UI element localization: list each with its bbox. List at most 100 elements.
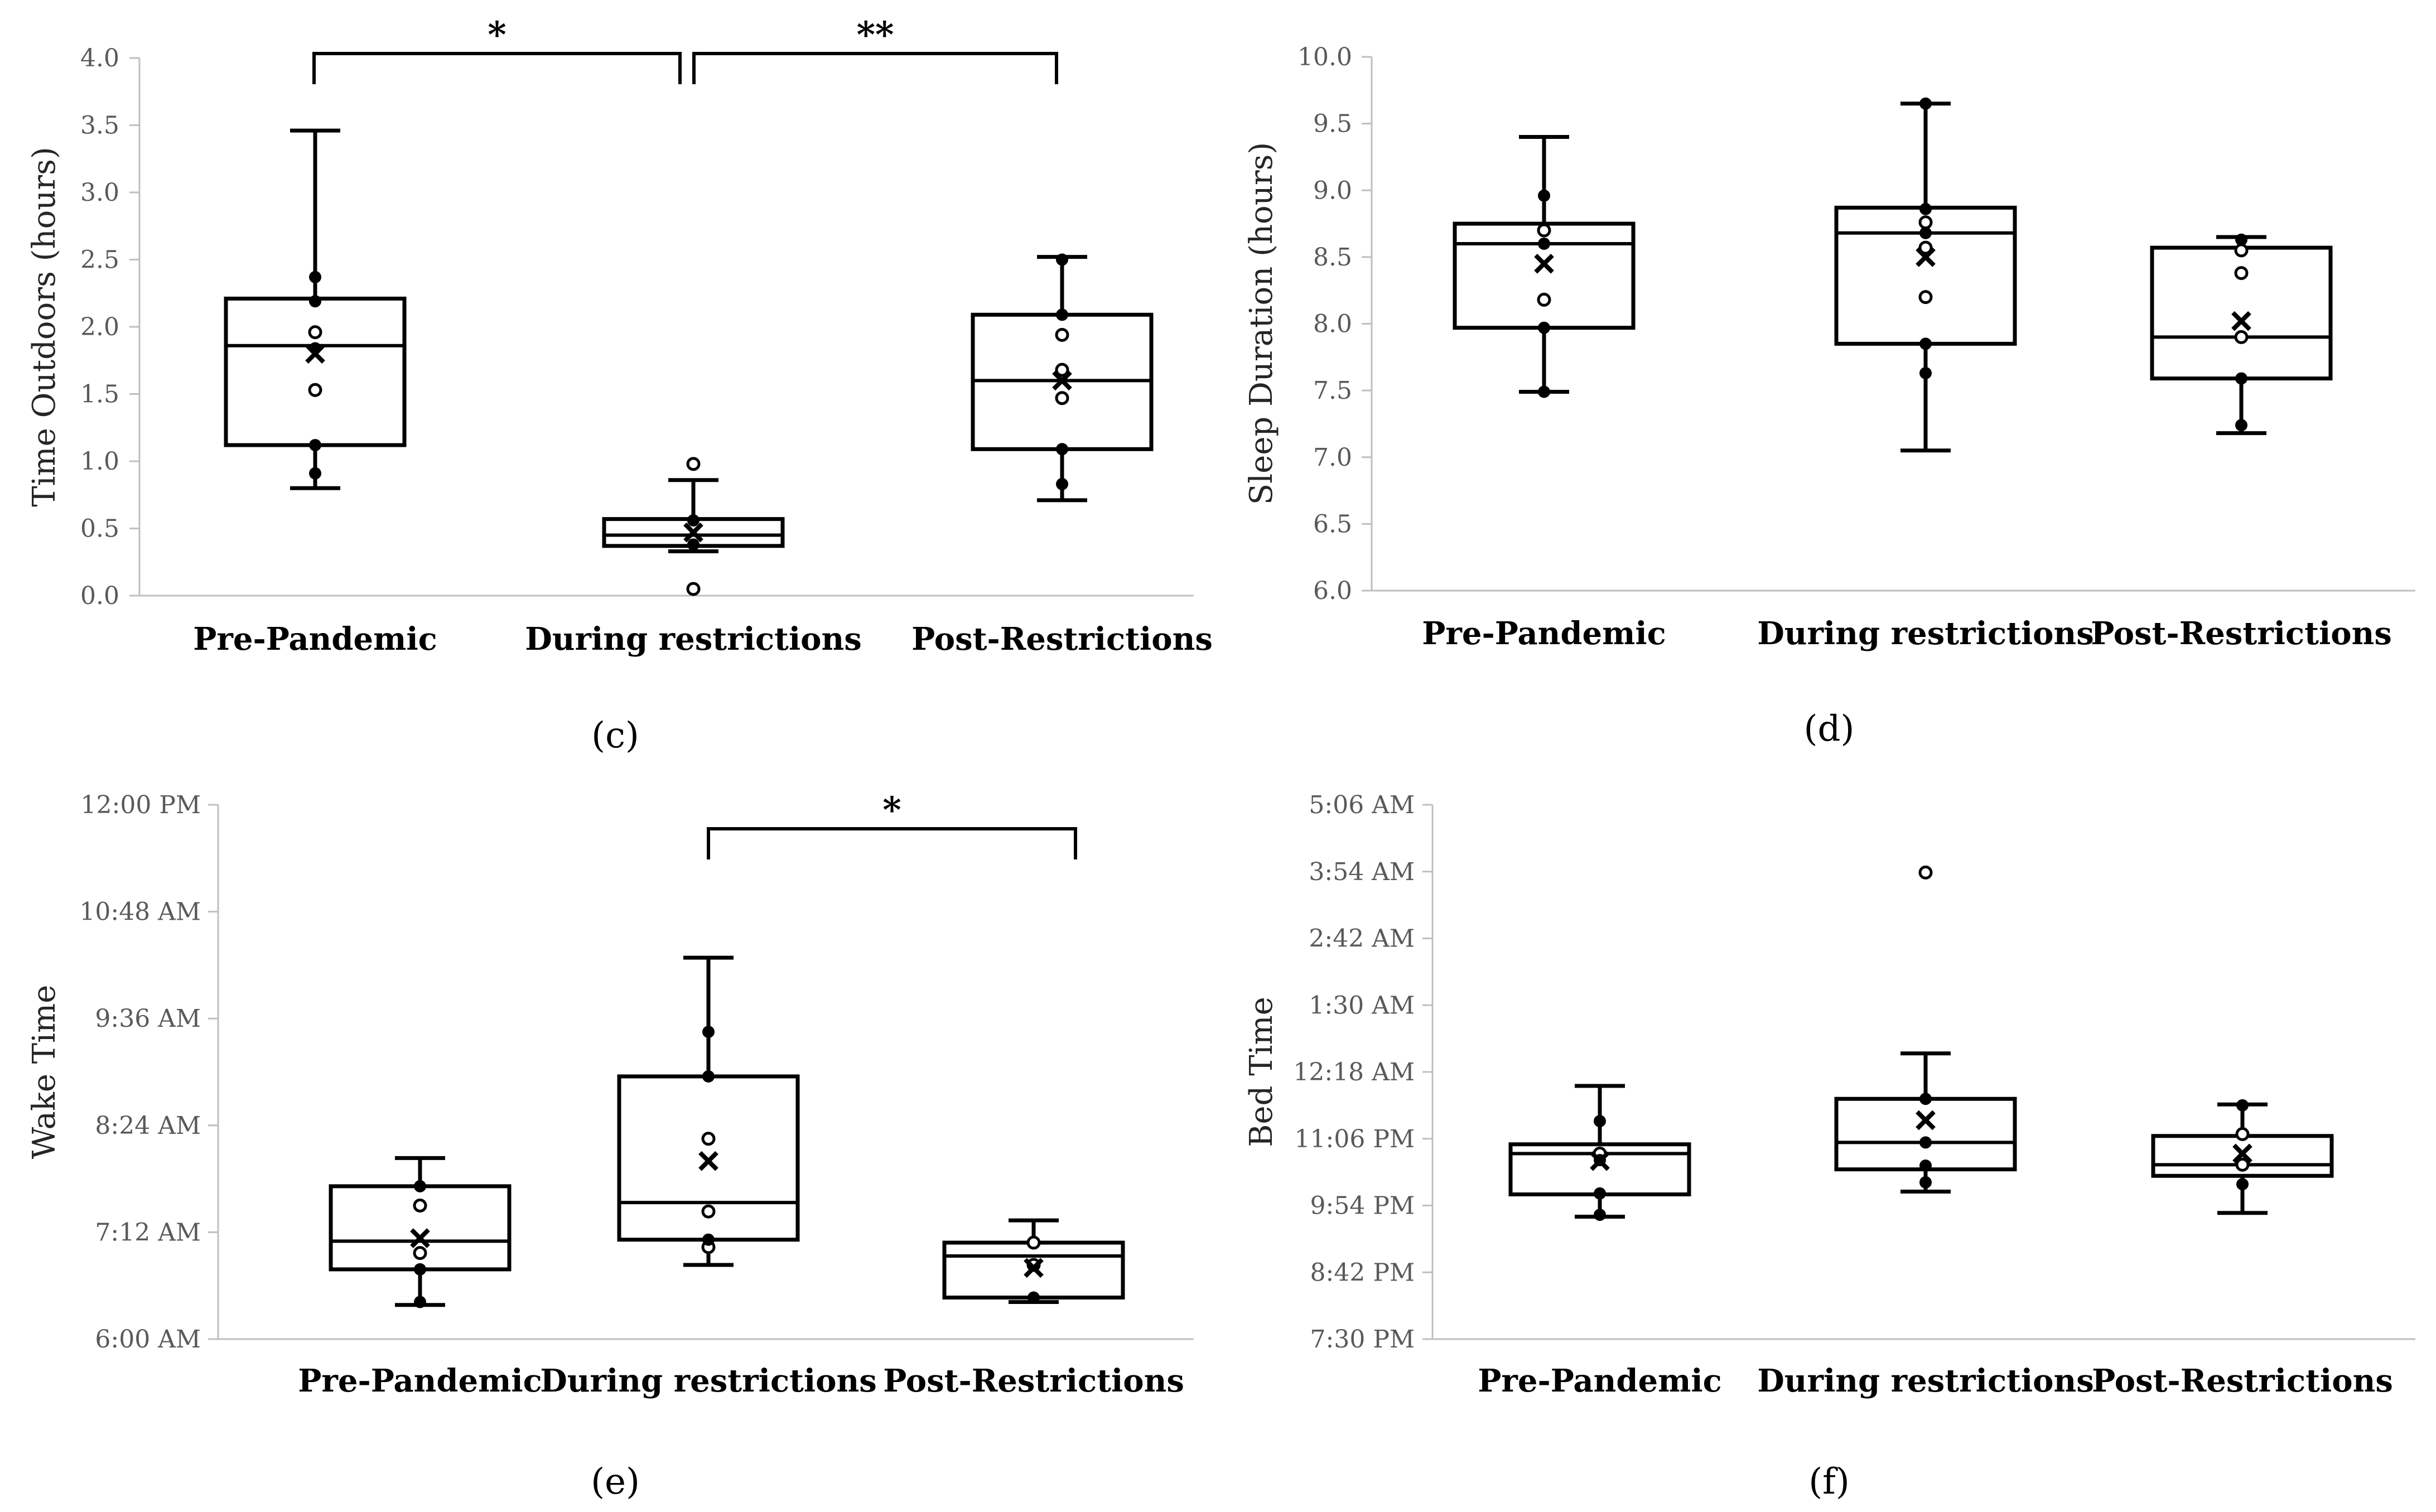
y-tick-label: 2.0	[80, 313, 119, 341]
y-tick-label: 3.5	[80, 112, 119, 140]
data-point	[1594, 1115, 1606, 1128]
mean-marker	[683, 522, 703, 543]
mean-marker	[1916, 247, 1936, 267]
data-point	[1919, 337, 1932, 350]
data-point	[1919, 1176, 1932, 1189]
data-point	[414, 1263, 426, 1276]
box-during-restrictions	[1834, 97, 2017, 453]
y-tick-label: 9.5	[1313, 110, 1352, 138]
data-point	[2236, 1099, 2249, 1112]
data-point	[1919, 1093, 1932, 1105]
y-tick-label: 2.5	[80, 246, 119, 274]
data-point-open	[2235, 1127, 2250, 1141]
data-point-open	[413, 1246, 427, 1260]
data-point-open	[1537, 292, 1551, 307]
data-point-open	[701, 1204, 716, 1219]
mean-marker	[1534, 254, 1554, 274]
data-point	[1056, 443, 1068, 456]
box-pre-pandemic	[329, 1156, 512, 1308]
box-during-restrictions	[1834, 865, 2017, 1194]
y-tick-label: 10.0	[1297, 43, 1352, 71]
data-point-open	[1918, 215, 1933, 230]
y-tick-label: 8:42 PM	[1310, 1258, 1415, 1287]
panel-d: (d) 6.0 6.5 7.0 7.5 8.0 8.5 9.0 9.5 10.0 Sleep Du…	[1243, 43, 2415, 750]
y-tick-label: 9:54 PM	[1310, 1192, 1415, 1220]
box-during-restrictions	[602, 457, 785, 596]
significance-bracket	[707, 827, 1077, 859]
y-tick-label: 7:12 AM	[95, 1218, 201, 1247]
data-point	[1919, 97, 1932, 110]
data-point	[309, 270, 321, 283]
y-tick-label: 1.0	[80, 447, 119, 476]
y-tick-label: 7.0	[1313, 443, 1352, 472]
y-tick-label: 6.0	[1313, 577, 1352, 605]
category-label: During restrictions	[540, 1363, 877, 1399]
data-point	[1919, 202, 1932, 215]
data-point	[1056, 308, 1068, 321]
data-point	[702, 1070, 715, 1083]
y-tick-label: 2:42 AM	[1309, 925, 1415, 953]
y-tick-label: 9.0	[1313, 176, 1352, 205]
data-point	[414, 1180, 426, 1192]
data-point-open	[701, 1132, 716, 1146]
mean-marker	[2231, 311, 2251, 331]
data-point-open	[1026, 1235, 1041, 1250]
box-post-restrictions	[942, 1218, 1125, 1304]
data-point	[1056, 253, 1068, 266]
category-label: Pre-Pandemic	[1422, 615, 1666, 652]
data-point-open	[2234, 266, 2249, 281]
mean-marker	[1052, 370, 1072, 391]
data-point-open	[1918, 865, 1933, 880]
y-tick-label: 3:54 AM	[1309, 858, 1415, 886]
data-point-open	[308, 383, 322, 397]
category-label: Pre-Pandemic	[1478, 1363, 1722, 1399]
data-point	[687, 514, 700, 527]
y-tick-label: 6:00 AM	[95, 1325, 201, 1354]
y-tick-label: 0.0	[80, 582, 119, 610]
y-tick-label: 0.5	[80, 515, 119, 543]
y-tick-label: 6.5	[1313, 510, 1352, 538]
panel-label-d: (d)	[1804, 708, 1855, 750]
y-tick-label: 12:18 AM	[1293, 1058, 1415, 1086]
data-point	[1919, 367, 1932, 380]
category-label: Post-Restrictions	[2091, 615, 2392, 652]
data-point	[1538, 321, 1550, 334]
panel-label-e: (e)	[591, 1461, 640, 1503]
y-axis-label: Bed Time	[1243, 997, 1280, 1147]
significance-bracket	[692, 52, 1058, 84]
data-point-open	[686, 457, 701, 471]
mean-marker	[305, 344, 325, 364]
y-tick-label: 1.5	[80, 380, 119, 409]
data-point-open	[2235, 1157, 2250, 1172]
significance-bracket	[312, 52, 682, 84]
data-point	[702, 1233, 715, 1246]
data-point-open	[2234, 243, 2249, 258]
data-point-open	[308, 325, 322, 340]
y-tick-label: 8.5	[1313, 243, 1352, 272]
y-tick-label: 1:30 AM	[1309, 991, 1415, 1020]
data-point-open	[686, 582, 701, 596]
y-tick-label: 8:24 AM	[95, 1112, 201, 1140]
data-point-open	[413, 1199, 427, 1213]
y-tick-label: 3.0	[80, 178, 119, 207]
data-point-open	[1055, 327, 1069, 342]
data-point-open	[1918, 290, 1933, 305]
category-label: During restrictions	[525, 621, 862, 658]
significance-label: *	[488, 14, 506, 56]
data-point	[1919, 1136, 1932, 1149]
data-point	[687, 538, 700, 551]
y-axis-label: Wake Time	[26, 985, 62, 1159]
data-point	[2235, 372, 2247, 385]
box-pre-pandemic	[224, 128, 407, 490]
y-tick-label: 8.0	[1313, 310, 1352, 339]
mean-marker	[1590, 1151, 1610, 1171]
data-point	[1056, 477, 1068, 490]
data-point	[1538, 385, 1550, 398]
panel-c: (c) 0.0 0.5 1.0 1.5 2.0 2.5 3.0 3.5 4.0 Time Outd…	[26, 14, 1213, 756]
category-label: During restrictions	[1757, 1363, 2094, 1399]
panel-f: (f) 7:30 PM 8:42 PM 9:54 PM 11:06 PM 12:18 A…	[1243, 791, 2415, 1503]
category-label: Pre-Pandemic	[298, 1363, 542, 1399]
box-during-restrictions	[617, 955, 800, 1267]
y-tick-label: 11:06 PM	[1295, 1125, 1415, 1153]
data-point-open	[1055, 391, 1069, 405]
